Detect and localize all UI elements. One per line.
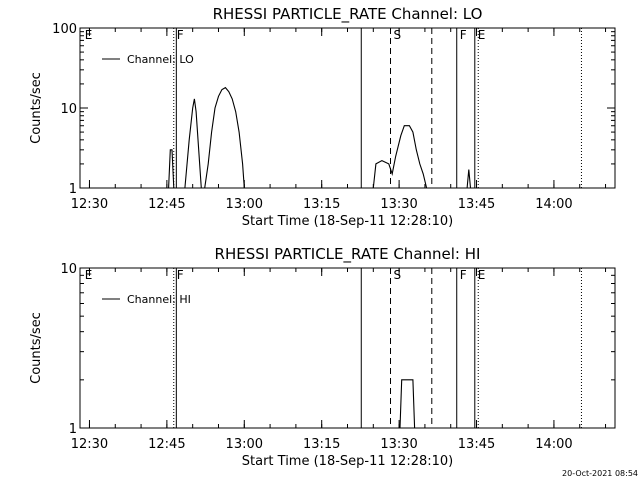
series-line — [204, 86, 245, 189]
x-tick-label: 13:15 — [303, 437, 340, 452]
footer-date: 20-Oct-2021 08:54 — [562, 469, 638, 478]
flag-label: S — [394, 268, 402, 282]
x-tick-label: 13:45 — [458, 437, 495, 452]
y-tick-label: 1 — [69, 422, 77, 437]
series-line — [466, 169, 472, 189]
legend-label: Channel: HI — [127, 293, 191, 306]
x-tick-label: 12:45 — [148, 197, 185, 212]
flag-label: F — [177, 28, 184, 42]
y-tick-label: 1 — [69, 182, 77, 197]
x-axis-label: Start Time (18-Sep-11 12:28:10) — [242, 214, 453, 229]
y-axis-label: Counts/sec — [29, 312, 44, 384]
x-tick-label: 12:45 — [148, 437, 185, 452]
series-line — [372, 125, 428, 189]
flag-label: F — [460, 28, 467, 42]
series-line — [184, 98, 202, 189]
x-tick-label: 14:00 — [535, 437, 572, 452]
panel-hi: RHESSI PARTICLE_RATE Channel: HI 12:30 12:… — [29, 245, 616, 469]
y-tick-label: 10 — [60, 262, 77, 277]
x-tick-label: 13:30 — [380, 197, 417, 212]
flag-label: E — [85, 268, 93, 282]
x-tick-label: 12:30 — [71, 197, 108, 212]
chart-title: RHESSI PARTICLE_RATE Channel: HI — [215, 245, 481, 264]
x-tick-label: 13:00 — [226, 197, 263, 212]
flag-label: S — [394, 28, 402, 42]
x-tick-label: 13:45 — [458, 197, 495, 212]
panel-lo: RHESSI PARTICLE_RATE Channel: LO 12:30 12:… — [29, 5, 616, 229]
x-tick-label: 13:30 — [380, 437, 417, 452]
x-axis-label: Start Time (18-Sep-11 12:28:10) — [242, 454, 453, 469]
flag-label: F — [177, 268, 184, 282]
chart-title: RHESSI PARTICLE_RATE Channel: LO — [213, 5, 483, 24]
plot-frame — [79, 267, 616, 429]
x-tick-label: 13:00 — [226, 437, 263, 452]
x-tick-label: 14:00 — [535, 197, 572, 212]
y-axis-label: Counts/sec — [29, 72, 44, 144]
plot-frame — [79, 27, 616, 189]
x-tick-label: 13:15 — [303, 197, 340, 212]
y-tick-label: 10 — [60, 102, 77, 117]
series-line — [399, 379, 416, 429]
flag-label: E — [478, 268, 486, 282]
flag-label: F — [460, 268, 467, 282]
y-tick-label: 100 — [52, 22, 77, 37]
series-line — [168, 149, 175, 189]
x-tick-label: 12:30 — [71, 437, 108, 452]
flag-label: E — [85, 28, 93, 42]
legend-label: Channel: LO — [127, 53, 194, 66]
flag-label: E — [478, 28, 486, 42]
